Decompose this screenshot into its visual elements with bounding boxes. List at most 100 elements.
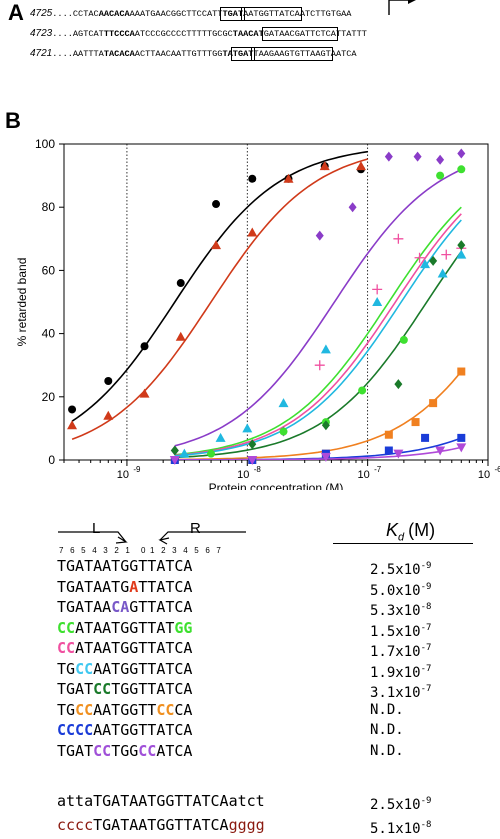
left-positions: 7 6 5 4 3 2 1 <box>59 546 133 555</box>
kd-mantissa: 3.1x10 <box>370 685 421 701</box>
data-point <box>248 174 257 183</box>
sequence-segment: TG <box>57 700 76 719</box>
data-point <box>139 388 150 398</box>
x-tick-label: 10 <box>117 469 129 481</box>
data-point <box>414 252 425 263</box>
data-point <box>456 249 467 259</box>
data-point <box>372 284 383 295</box>
kd-mantissa: 5.0x10 <box>370 582 421 599</box>
kd-mantissa: 5.1x10 <box>370 821 421 837</box>
sequence-segment: CA <box>174 700 193 719</box>
kd-exponent: -9 <box>420 561 432 571</box>
sequence-name: 4721 <box>30 48 53 59</box>
kd-value: 1.9x10-7 <box>370 659 431 683</box>
data-point <box>283 173 294 183</box>
half-site-arrows-icon <box>58 531 246 545</box>
kd-mantissa: 5.3x10 <box>370 603 421 619</box>
mutated-bases: CC <box>93 680 112 698</box>
x-tick-label: 10 <box>358 469 370 481</box>
sequence-segment: GTTATCA <box>129 598 193 616</box>
data-point <box>413 151 422 162</box>
sequence-row: TGATCCTGGTTATCA <box>57 679 192 699</box>
kd-value: 2.5x10-9 <box>370 791 431 815</box>
sequence-ellipsis: .... <box>52 9 73 19</box>
kd-exponent: -9 <box>420 581 432 592</box>
sequence-segment: ATCTTGTGAA <box>299 9 352 19</box>
bold-motif: TAACAT <box>232 29 264 39</box>
data-point <box>358 386 367 395</box>
x-tick-exponent: -8 <box>254 465 262 474</box>
data-point <box>315 230 324 241</box>
mutated-bases: CC <box>75 659 94 678</box>
data-point <box>429 399 438 408</box>
data-point <box>384 151 393 162</box>
sequence-row: CCATAATGGTTATGG <box>57 618 192 638</box>
sequence-segment: ATCA <box>156 741 193 760</box>
sequence-row: TGATCCTGGCCATCA <box>57 741 192 761</box>
mutated-bases: CC <box>57 639 76 657</box>
sequence-segment: TGATAA <box>57 598 112 616</box>
x-tick-exponent: -7 <box>374 465 382 474</box>
x-axis-title: Protein concentration (M) <box>209 481 344 490</box>
mutated-bases: CA <box>111 598 130 616</box>
y-tick-label: 20 <box>42 390 56 404</box>
data-point <box>348 202 357 213</box>
kd-value: 5.3x10-8 <box>370 597 431 621</box>
data-point <box>179 448 190 458</box>
x-tick-exponent: -6 <box>494 465 500 474</box>
y-tick-label: 60 <box>42 263 56 277</box>
sequence-segment: AATGGTTATCA <box>93 721 193 739</box>
sequence-name: 4725 <box>30 8 53 19</box>
mutated-bases: CC <box>93 741 112 760</box>
y-axis-title: % retarded band <box>15 258 29 347</box>
data-point <box>411 418 420 427</box>
data-point <box>435 446 446 456</box>
kd-mantissa: N.D. <box>370 742 404 759</box>
kd-value: 2.5x10-9 <box>370 556 431 580</box>
bold-motif: TACACA <box>103 49 135 59</box>
sequence-segment: TGAT <box>57 680 94 698</box>
mutated-bases: CC <box>138 741 157 760</box>
data-point <box>207 449 216 458</box>
data-point <box>212 200 221 209</box>
kd-mantissa: 2.5x10 <box>370 797 421 813</box>
data-point <box>456 443 467 453</box>
data-point <box>140 342 149 351</box>
kd-symbol: K <box>386 520 399 540</box>
sequence-row: TGCCAATGGTTATCA <box>57 659 192 679</box>
sequence-segment: TGATAATG <box>57 577 130 596</box>
x-tick-label: 10 <box>237 469 249 481</box>
kd-subscript: d <box>398 531 405 544</box>
data-point <box>247 227 258 237</box>
fit-curve <box>174 370 462 460</box>
right-half-label: R <box>190 520 201 537</box>
sequence-row: TGATAATGGTTATCA <box>57 556 192 576</box>
sequence-row: attaTGATAATGGTTATCAatct <box>57 791 265 811</box>
sequence-name: 4723 <box>30 28 53 39</box>
sequence-segment: AGTCAT <box>72 29 104 39</box>
panel-label-a: A <box>8 0 24 25</box>
data-point <box>68 405 77 414</box>
mutated-bases: CCCC <box>57 721 94 739</box>
kd-mantissa: 2.5x10 <box>370 562 421 578</box>
sequence-segment: AAATGAACGGCTTCCATT <box>129 9 223 19</box>
sequence-segment: AATCA <box>330 49 357 59</box>
center-position: 0 <box>141 546 146 555</box>
data-point <box>393 233 404 244</box>
sequence-segment: ACTTAACAATTGTTTGG <box>134 49 223 59</box>
sequence-ellipsis: .... <box>52 29 73 39</box>
sequence-segment: TTATCA <box>138 577 193 596</box>
fit-curve <box>174 168 462 447</box>
panel-label-b: B <box>5 108 21 133</box>
sequence-row: TGATAATGATTATCA <box>57 577 192 597</box>
data-point <box>175 331 186 341</box>
kd-value: N.D. <box>370 741 404 761</box>
sequence-segment: TG <box>57 659 76 678</box>
data-point <box>279 427 288 436</box>
mutated-bases: GG <box>174 618 193 637</box>
data-point <box>278 398 289 408</box>
data-point <box>457 367 466 376</box>
kd-exponent: -8 <box>420 820 432 830</box>
data-point <box>169 456 180 465</box>
kd-mantissa: N.D. <box>370 722 404 738</box>
